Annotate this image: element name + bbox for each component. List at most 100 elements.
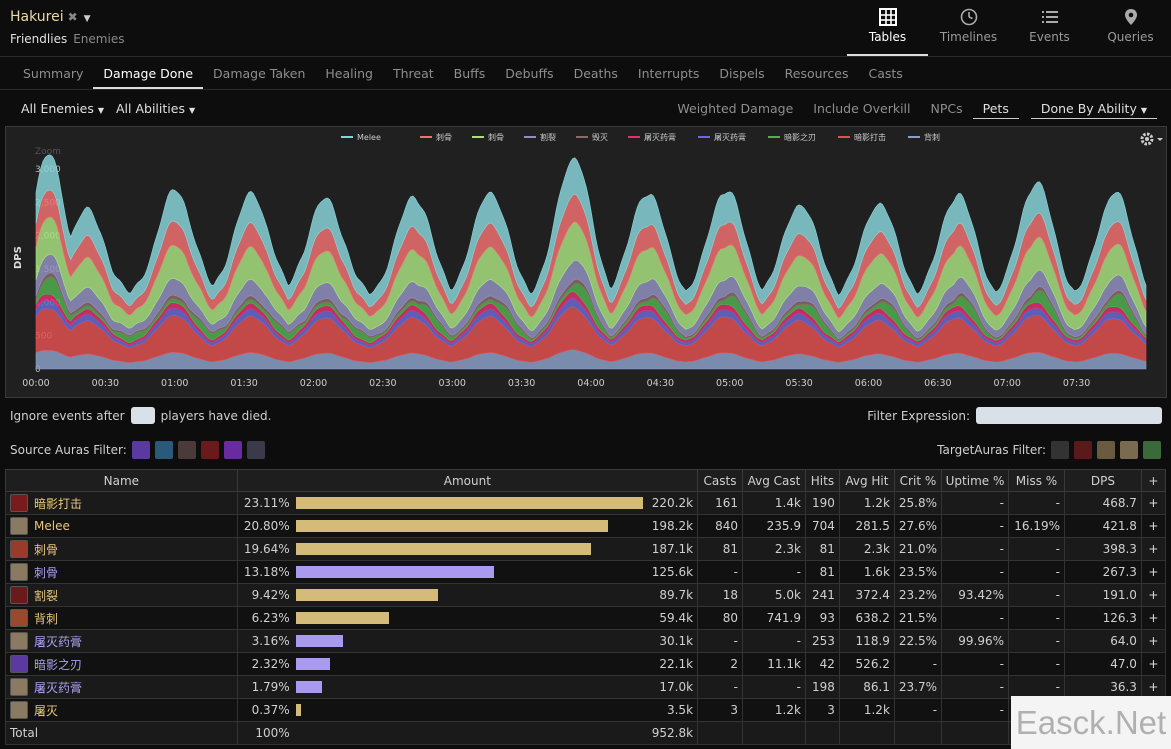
- ability-name[interactable]: Melee: [34, 519, 70, 533]
- enemies-dropdown[interactable]: All Enemies ▼: [21, 101, 104, 116]
- tab-deaths[interactable]: Deaths: [573, 66, 618, 81]
- ability-name-cell[interactable]: 暗影打击: [5, 491, 238, 515]
- ability-name-cell[interactable]: 屠灭药膏: [5, 675, 238, 699]
- legend-item-label[interactable]: 屠灭药膏: [644, 132, 676, 142]
- dps-chart[interactable]: 05001,0001,5002,0002,5003,000ZoomDPS00:0…: [5, 126, 1167, 398]
- tab-buffs[interactable]: Buffs: [453, 66, 486, 81]
- legend-item-label[interactable]: 暗影打击: [854, 132, 886, 142]
- table-row[interactable]: 刺骨 19.64% 187.1k 81 2.3k 81 2.3k 21.0% - -398.3 +: [5, 537, 1167, 561]
- table-row[interactable]: 暗影之刃 2.32% 22.1k 2 11.1k 42 526.2- - -47.0 +: [5, 652, 1167, 676]
- enemies-link[interactable]: Enemies: [73, 32, 125, 46]
- ability-name[interactable]: 屠灭药膏: [34, 634, 83, 649]
- tab-summary[interactable]: Summary: [23, 66, 84, 81]
- nav-tab-queries[interactable]: Queries: [1090, 0, 1171, 56]
- legend-item-label[interactable]: Melee: [357, 133, 381, 142]
- col-header-casts[interactable]: Casts: [697, 469, 743, 492]
- tab-damage-done[interactable]: Damage Done: [93, 58, 204, 89]
- ability-name[interactable]: 暗影之刃: [34, 657, 83, 672]
- series-area-0[interactable]: [35, 154, 1147, 309]
- expand-row-button[interactable]: +: [1140, 675, 1167, 699]
- player-name[interactable]: Hakurei: [10, 9, 64, 25]
- ability-name[interactable]: 暗影打击: [34, 496, 83, 511]
- tab-interrupts[interactable]: Interrupts: [637, 66, 700, 81]
- col-header-hits[interactable]: Hits: [804, 469, 840, 492]
- ability-name[interactable]: 刺骨: [34, 565, 59, 580]
- aura-swirl-icon[interactable]: [154, 441, 173, 459]
- ability-name-cell[interactable]: 背刺: [5, 606, 238, 630]
- table-row[interactable]: 背刺 6.23% 59.4k 80 741.9 93 638.2 21.5% - -126.3 +: [5, 606, 1167, 630]
- ability-name[interactable]: 割裂: [34, 588, 59, 603]
- filter-expression-input[interactable]: [976, 407, 1162, 424]
- deaths-threshold-input[interactable]: [130, 407, 155, 424]
- aura-dagger-icon[interactable]: [1074, 441, 1092, 459]
- include-overkill-toggle[interactable]: Include Overkill: [813, 101, 911, 116]
- col-header-miss[interactable]: Miss %: [1008, 469, 1065, 492]
- ability-name-cell[interactable]: 暗影之刃: [5, 652, 238, 676]
- col-header-dps[interactable]: DPS: [1063, 469, 1142, 492]
- dps-area-chart[interactable]: 05001,0001,5002,0002,5003,000ZoomDPS00:0…: [6, 127, 1166, 397]
- legend-item-label[interactable]: 割裂: [540, 132, 556, 142]
- tab-debuffs[interactable]: Debuffs: [505, 66, 554, 81]
- expand-row-button[interactable]: +: [1140, 537, 1167, 561]
- aura-blade-icon[interactable]: [200, 441, 219, 459]
- ability-name-cell[interactable]: 屠灭: [5, 698, 238, 722]
- ability-name[interactable]: 刺骨: [34, 542, 59, 557]
- chevron-down-icon[interactable]: ▼: [83, 14, 91, 24]
- tab-resources[interactable]: Resources: [784, 66, 849, 81]
- legend-item-label[interactable]: 刺骨: [436, 133, 452, 142]
- ability-name[interactable]: 背刺: [34, 611, 59, 626]
- npcs-toggle[interactable]: NPCs: [930, 101, 963, 116]
- pets-toggle[interactable]: Pets: [972, 99, 1019, 119]
- tab-damage-taken[interactable]: Damage Taken: [213, 66, 306, 81]
- table-row[interactable]: 屠灭药膏 1.79% 17.0k - -198 86.1 23.7% - -36.3 +: [5, 675, 1167, 699]
- legend-item-label[interactable]: 刺骨: [488, 133, 504, 142]
- expand-row-button[interactable]: +: [1140, 491, 1167, 515]
- table-row[interactable]: 刺骨 13.18% 125.6k - -81 1.6k 23.5% - -267.3 +: [5, 560, 1167, 584]
- table-row[interactable]: 割裂 9.42% 89.7k 18 5.0k 241 372.4 23.2% 93.42% -19…: [5, 583, 1167, 607]
- nav-tab-timelines[interactable]: Timelines: [928, 0, 1009, 56]
- legend-item-label[interactable]: 暗影之刃: [784, 132, 816, 142]
- aura-claw-icon[interactable]: [1097, 441, 1115, 459]
- tab-dispels[interactable]: Dispels: [719, 66, 765, 81]
- player-selector[interactable]: Hakurei ✖ ▼: [10, 9, 91, 25]
- expand-row-button[interactable]: +: [1140, 583, 1167, 607]
- expand-row-button[interactable]: +: [1140, 560, 1167, 584]
- expand-row-button[interactable]: +: [1140, 514, 1167, 538]
- legend-item-label[interactable]: 屠灭药膏: [714, 132, 746, 142]
- table-row[interactable]: Melee 20.80% 198.2k 840 235.9 704 281.5 27.6% -1…: [5, 514, 1167, 538]
- tab-threat[interactable]: Threat: [392, 66, 434, 81]
- legend-item-label[interactable]: 毁灭: [592, 133, 608, 142]
- table-row[interactable]: 屠灭药膏 3.16% 30.1k - -253 118.9 22.5% 99.96% -64.0…: [5, 629, 1167, 653]
- tab-healing[interactable]: Healing: [325, 66, 373, 81]
- aura-mask-icon[interactable]: [177, 441, 196, 459]
- tab-casts[interactable]: Casts: [868, 66, 903, 81]
- nav-tab-events[interactable]: Events: [1009, 0, 1090, 56]
- ability-name-cell[interactable]: 刺骨: [5, 537, 238, 561]
- aura-cloak-icon[interactable]: [246, 441, 265, 459]
- aura-claw-2-icon[interactable]: [1120, 441, 1138, 459]
- done-by-dropdown[interactable]: Done By Ability ▼: [1030, 99, 1157, 119]
- ability-name-cell[interactable]: 屠灭药膏: [5, 629, 238, 653]
- aura-hook-icon[interactable]: [1051, 441, 1069, 459]
- aura-poison-icon[interactable]: [1143, 441, 1161, 459]
- col-header-crit[interactable]: Crit %: [893, 469, 943, 492]
- abilities-dropdown[interactable]: All Abilities ▼: [116, 101, 195, 116]
- ability-name-cell[interactable]: 刺骨: [5, 560, 238, 584]
- col-header-uptime[interactable]: Uptime %: [941, 469, 1009, 492]
- ability-name[interactable]: 屠灭药膏: [34, 680, 83, 695]
- ability-name-cell[interactable]: Melee: [5, 514, 238, 538]
- expand-row-button[interactable]: +: [1140, 606, 1167, 630]
- col-header-amount[interactable]: Amount: [236, 469, 699, 492]
- chart-settings-gear-icon[interactable]: [1140, 132, 1163, 146]
- legend-item-label[interactable]: 背刺: [924, 132, 940, 142]
- expand-row-button[interactable]: +: [1140, 629, 1167, 653]
- col-header-name[interactable]: Name: [5, 469, 238, 492]
- weighted-damage-toggle[interactable]: Weighted Damage: [677, 101, 794, 116]
- friendlies-link[interactable]: Friendlies: [10, 32, 68, 46]
- add-column-button[interactable]: +: [1140, 469, 1167, 492]
- aura-symbol-icon[interactable]: [223, 441, 242, 459]
- aura-shadow-blades-icon[interactable]: [131, 441, 150, 459]
- col-header-avg-hit[interactable]: Avg Hit: [838, 469, 895, 492]
- ability-name-cell[interactable]: 割裂: [5, 583, 238, 607]
